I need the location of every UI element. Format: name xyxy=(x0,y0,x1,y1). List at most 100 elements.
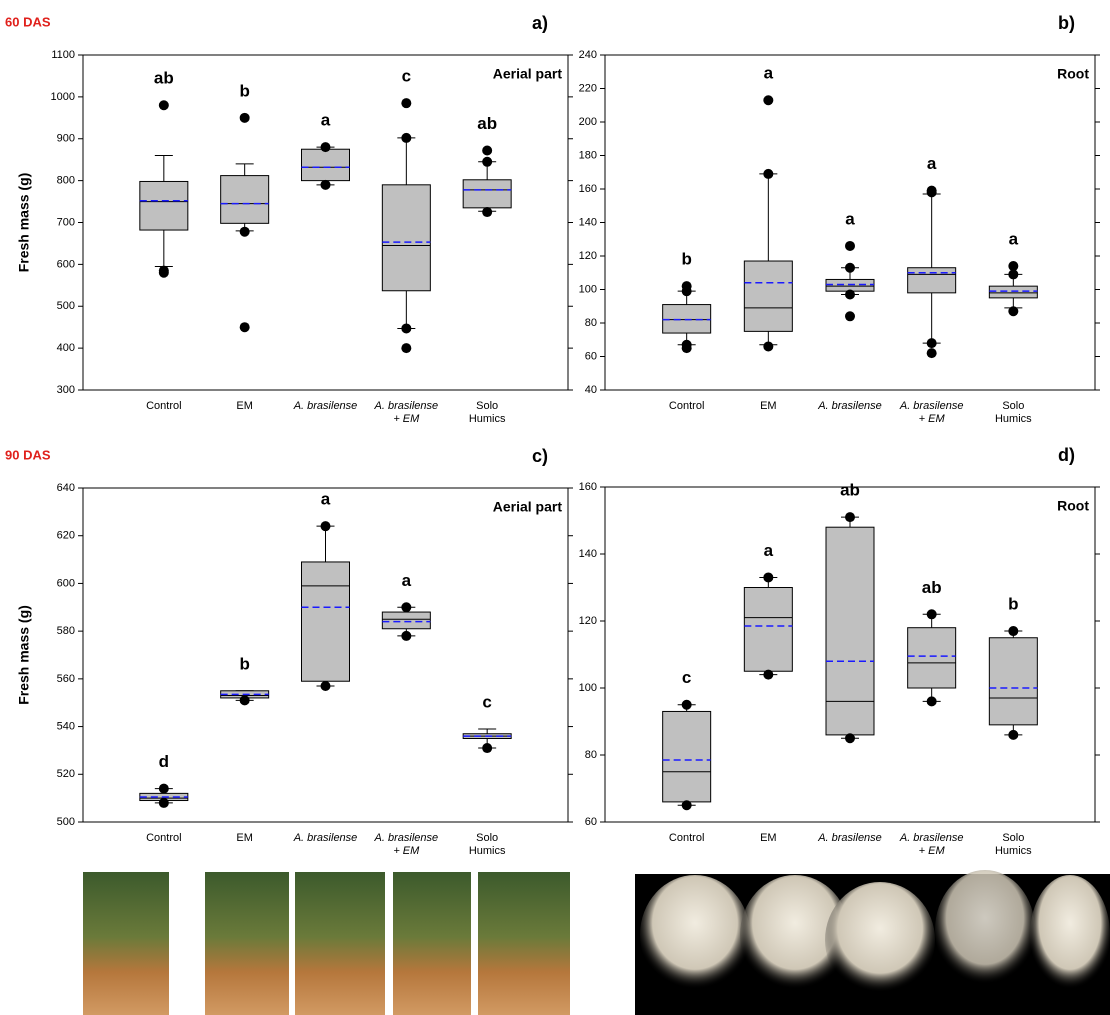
y-tick-label: 120 xyxy=(579,250,597,262)
outlier xyxy=(927,338,937,348)
y-tick-label: 80 xyxy=(585,317,597,329)
box xyxy=(663,305,711,333)
y-tick-label: 180 xyxy=(579,149,597,161)
y-tick-label: 700 xyxy=(57,216,75,228)
section-label: 90 DAS xyxy=(5,447,51,462)
figure: 30040050060070080090010001100Fresh mass … xyxy=(0,0,1110,1015)
outlier xyxy=(159,266,169,276)
y-tick-label: 1100 xyxy=(51,49,75,61)
box xyxy=(663,711,711,801)
y-tick-label: 140 xyxy=(579,548,597,560)
y-tick-label: 240 xyxy=(579,49,597,61)
x-tick-label: EM xyxy=(726,832,810,845)
outlier xyxy=(240,227,250,237)
outlier xyxy=(845,733,855,743)
y-tick-label: 600 xyxy=(57,577,75,589)
y-tick-label: 900 xyxy=(57,133,75,145)
box xyxy=(826,527,874,735)
chart: 30040050060070080090010001100Fresh mass … xyxy=(0,0,1110,1015)
outlier xyxy=(1008,730,1018,740)
box xyxy=(989,286,1037,298)
outlier xyxy=(401,631,411,641)
x-tick-label: EM xyxy=(726,400,810,413)
outlier xyxy=(845,263,855,273)
outlier xyxy=(1008,626,1018,636)
y-tick-label: 560 xyxy=(57,673,75,685)
y-tick-label: 640 xyxy=(57,482,75,494)
box xyxy=(302,149,350,180)
box xyxy=(744,588,792,672)
significance-letter: a xyxy=(764,64,774,83)
significance-letter: a xyxy=(321,111,331,130)
box xyxy=(140,181,188,230)
x-tick-label: A. brasilense + EM xyxy=(896,400,968,426)
outlier xyxy=(763,670,773,680)
x-tick-label: A. brasilense xyxy=(814,400,886,413)
outlier xyxy=(482,145,492,155)
significance-letter: b xyxy=(1008,595,1018,614)
outlier xyxy=(159,784,169,794)
section-label: 60 DAS xyxy=(5,14,51,29)
outlier xyxy=(401,98,411,108)
box xyxy=(302,562,350,681)
outlier xyxy=(482,157,492,167)
outlier xyxy=(763,95,773,105)
significance-letter: ab xyxy=(840,481,860,500)
x-tick-label: Control xyxy=(645,832,729,845)
outlier xyxy=(401,602,411,612)
outlier xyxy=(321,142,331,152)
box xyxy=(908,628,956,688)
y-axis-label: Fresh mass (g) xyxy=(16,605,32,705)
outlier xyxy=(845,512,855,522)
annotation: Root xyxy=(1057,66,1089,82)
outlier xyxy=(1008,261,1018,271)
outlier xyxy=(240,113,250,123)
outlier xyxy=(927,348,937,358)
x-tick-label: Solo Humics xyxy=(462,400,512,426)
y-tick-label: 60 xyxy=(585,350,597,362)
x-tick-label: A. brasilense + EM xyxy=(370,400,442,426)
y-tick-label: 160 xyxy=(579,481,597,493)
y-tick-label: 620 xyxy=(57,530,75,542)
significance-letter: ab xyxy=(477,114,497,133)
panel-label: a) xyxy=(532,13,548,33)
x-tick-label: Solo Humics xyxy=(462,832,512,858)
outlier xyxy=(1008,306,1018,316)
outlier xyxy=(682,340,692,350)
root-photo xyxy=(635,870,1110,1015)
x-tick-label: EM xyxy=(203,400,287,413)
outlier xyxy=(159,798,169,808)
y-tick-label: 100 xyxy=(579,682,597,694)
significance-letter: a xyxy=(1009,230,1019,249)
panel-label: c) xyxy=(532,446,548,466)
outlier xyxy=(845,290,855,300)
outlier xyxy=(401,133,411,143)
y-tick-label: 500 xyxy=(57,300,75,312)
outlier xyxy=(401,323,411,333)
significance-letter: c xyxy=(482,692,491,711)
outlier xyxy=(401,343,411,353)
y-tick-label: 220 xyxy=(579,82,597,94)
y-tick-label: 500 xyxy=(57,816,75,828)
outlier xyxy=(927,696,937,706)
x-tick-label: Control xyxy=(122,832,206,845)
annotation: Aerial part xyxy=(493,66,563,82)
outlier xyxy=(482,743,492,753)
significance-letter: a xyxy=(764,541,774,560)
box xyxy=(382,612,430,629)
outlier xyxy=(321,521,331,531)
outlier xyxy=(682,700,692,710)
x-tick-label: Control xyxy=(122,400,206,413)
outlier xyxy=(763,572,773,582)
x-tick-label: A. brasilense xyxy=(814,832,886,845)
y-tick-label: 540 xyxy=(57,720,75,732)
y-tick-label: 60 xyxy=(585,816,597,828)
outlier xyxy=(682,281,692,291)
box xyxy=(989,638,1037,725)
box xyxy=(826,279,874,291)
significance-letter: c xyxy=(402,67,411,86)
plant-photos xyxy=(83,872,570,1015)
outlier xyxy=(240,695,250,705)
significance-letter: d xyxy=(159,752,169,771)
outlier xyxy=(763,169,773,179)
